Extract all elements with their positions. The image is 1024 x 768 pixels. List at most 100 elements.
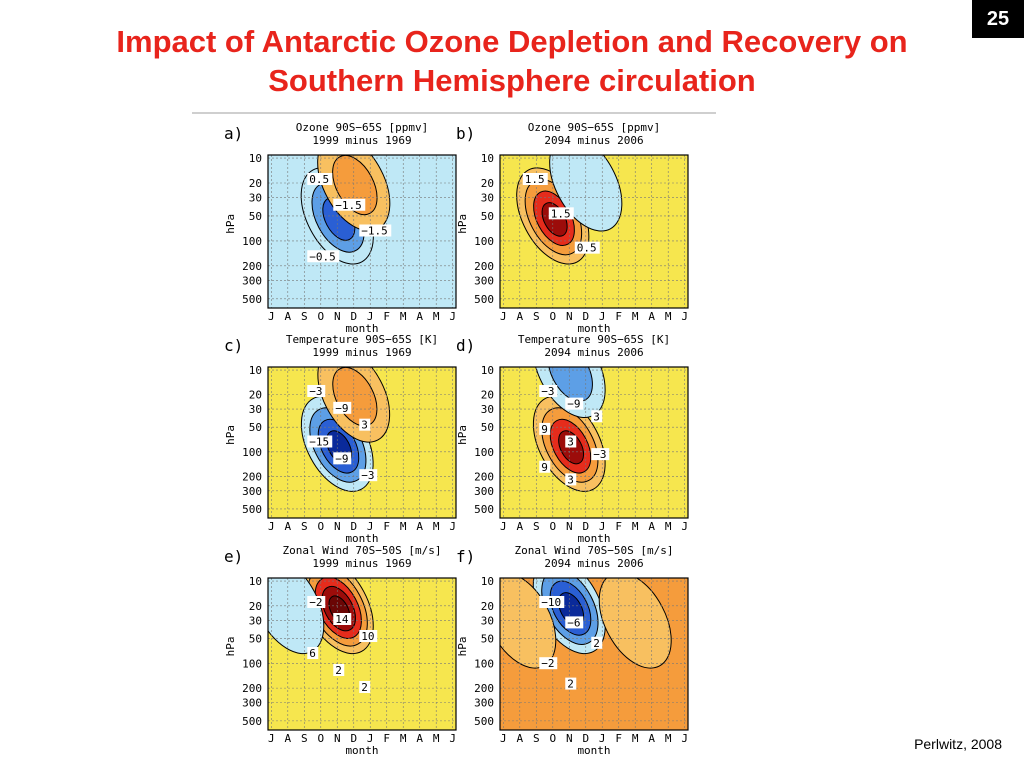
contour-label-text: 0.5 [577, 242, 597, 255]
y-tick-label: 100 [474, 657, 494, 670]
x-tick-label: O [549, 310, 556, 323]
contour-label-text: 6 [309, 647, 316, 660]
contour-label: 1.5 [548, 207, 574, 220]
x-tick-label: A [516, 310, 523, 323]
contour-label-text: −1.5 [361, 225, 388, 238]
y-tick-label: 30 [481, 192, 494, 205]
x-tick-label: M [433, 520, 440, 533]
x-tick-label: J [599, 520, 606, 533]
x-tick-label: A [416, 732, 423, 745]
x-tick-label: F [615, 520, 622, 533]
x-axis-label: month [345, 322, 378, 335]
contour-label-text: −2 [541, 657, 554, 670]
x-tick-label: M [665, 520, 672, 533]
contour-label: 3 [565, 435, 577, 449]
y-tick-label: 50 [481, 210, 494, 223]
y-tick-label: 20 [249, 389, 262, 402]
contour-label: 3 [359, 418, 371, 432]
contour-label: 2 [333, 664, 345, 677]
y-axis-label: hPa [456, 425, 469, 445]
contour-label-box [548, 207, 574, 220]
x-axis-label: month [577, 322, 610, 335]
contour-label-text: −0.5 [309, 250, 336, 263]
contour-label: −3 [307, 385, 326, 398]
contour-label-text: 9 [541, 461, 548, 474]
y-tick-label: 20 [481, 177, 494, 190]
x-tick-label: F [383, 732, 390, 745]
contour-label-box [359, 418, 371, 431]
x-tick-label: J [449, 520, 456, 533]
slide-title-line-1: Impact of Antarctic Ozone Depletion and … [116, 24, 908, 59]
contour-label-text: 3 [567, 473, 574, 486]
contour-label: −3 [591, 448, 610, 461]
y-tick-label: 500 [242, 293, 262, 306]
contour-label-box [359, 681, 371, 693]
contour-label: 2 [565, 677, 577, 691]
title-divider [192, 112, 716, 114]
x-tick-label: J [367, 310, 374, 323]
contour-label: −3 [359, 469, 378, 482]
contour-label: 3 [565, 473, 577, 486]
panel-subtitle: 1999 minus 1969 [312, 346, 411, 359]
x-tick-label: S [301, 732, 308, 745]
plot-frame [267, 577, 457, 731]
panel-title: Temperature 90S−65S [K] [286, 333, 438, 346]
x-tick-label: J [500, 732, 507, 745]
x-tick-label: J [367, 520, 374, 533]
y-tick-label: 20 [481, 600, 494, 613]
plot-frame [499, 577, 689, 731]
contour-label-box [307, 647, 319, 659]
contour-label: −1.5 [333, 198, 366, 212]
y-tick-label: 50 [249, 421, 262, 434]
x-tick-label: N [334, 732, 341, 745]
y-tick-label: 30 [249, 403, 262, 416]
x-tick-label: M [665, 732, 672, 745]
contour-label-text: 1.5 [525, 173, 545, 186]
panel-subtitle: 2094 minus 2006 [544, 134, 643, 147]
y-tick-label: 30 [249, 614, 262, 627]
contour-label-box [333, 613, 352, 625]
x-tick-label: M [433, 732, 440, 745]
contour-label: 9 [539, 422, 551, 436]
y-tick-label: 20 [249, 600, 262, 613]
x-tick-label: A [284, 310, 291, 323]
contour-label-box [591, 636, 603, 649]
x-tick-label: J [367, 732, 374, 745]
contour-label-text: −15 [309, 436, 329, 449]
contour-label-text: −9 [335, 402, 348, 415]
contour-label-text: −9 [567, 398, 580, 411]
y-axis-label: hPa [456, 636, 469, 656]
contour-label: 6 [307, 647, 319, 660]
contour-label-text: 3 [593, 410, 600, 423]
x-axis-label: month [345, 744, 378, 757]
x-tick-label: M [400, 310, 407, 323]
panel-letter: f) [456, 547, 475, 566]
y-tick-label: 500 [474, 503, 494, 516]
x-tick-label: O [317, 520, 324, 533]
y-tick-label: 100 [242, 235, 262, 248]
contour-label: 0.5 [574, 241, 600, 255]
contour-label: 2 [591, 636, 603, 650]
x-tick-label: D [350, 310, 357, 323]
contour-label: −15 [307, 435, 333, 449]
x-tick-label: J [500, 310, 507, 323]
panel-letter: d) [456, 336, 475, 355]
contour-label: −3 [539, 385, 558, 398]
contour-label-text: 3 [567, 436, 574, 449]
contour-label-text: 2 [567, 678, 574, 691]
plot-frame [267, 154, 457, 309]
x-tick-label: S [533, 520, 540, 533]
contour-label-box [333, 401, 352, 414]
contour-label-box [522, 173, 548, 185]
plot-frame [499, 366, 689, 519]
y-tick-label: 10 [481, 152, 494, 165]
y-tick-label: 30 [249, 192, 262, 205]
contour-label: −2 [307, 596, 326, 609]
x-tick-label: J [268, 520, 275, 533]
y-axis-label: hPa [224, 214, 237, 234]
